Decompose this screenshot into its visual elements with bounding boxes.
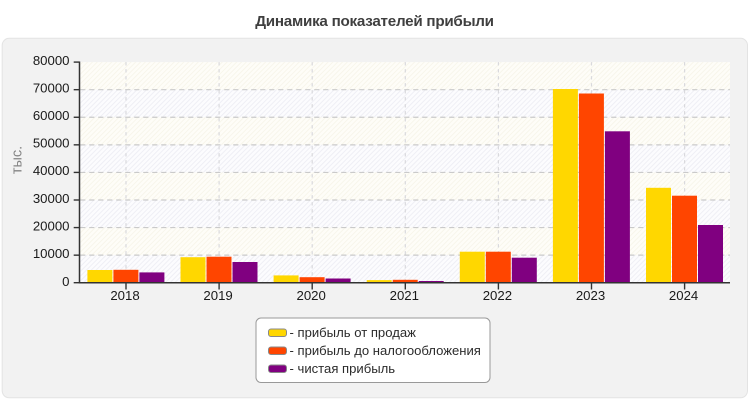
svg-text:2019: 2019 bbox=[203, 288, 232, 303]
svg-text:20000: 20000 bbox=[33, 218, 70, 233]
svg-text:- прибыль от продаж: - прибыль от продаж bbox=[290, 325, 417, 340]
svg-text:2021: 2021 bbox=[390, 288, 419, 303]
svg-text:50000: 50000 bbox=[33, 136, 70, 151]
svg-text:40000: 40000 bbox=[33, 163, 70, 178]
svg-text:- чистая прибыль: - чистая прибыль bbox=[290, 361, 396, 376]
svg-text:Динамика показателей прибыли: Динамика показателей прибыли bbox=[255, 13, 494, 30]
svg-text:30000: 30000 bbox=[33, 191, 70, 206]
svg-text:2020: 2020 bbox=[297, 288, 326, 303]
svg-text:60000: 60000 bbox=[33, 108, 70, 123]
svg-text:- прибыль до налогообложения: - прибыль до налогообложения bbox=[290, 343, 481, 358]
svg-text:2022: 2022 bbox=[483, 288, 512, 303]
svg-text:тыс.: тыс. bbox=[10, 146, 26, 174]
svg-text:2023: 2023 bbox=[576, 288, 605, 303]
svg-text:2024: 2024 bbox=[669, 288, 698, 303]
svg-text:70000: 70000 bbox=[33, 81, 70, 96]
svg-text:2018: 2018 bbox=[110, 288, 139, 303]
svg-text:0: 0 bbox=[62, 274, 69, 289]
svg-text:80000: 80000 bbox=[33, 53, 70, 68]
svg-text:10000: 10000 bbox=[33, 246, 70, 261]
